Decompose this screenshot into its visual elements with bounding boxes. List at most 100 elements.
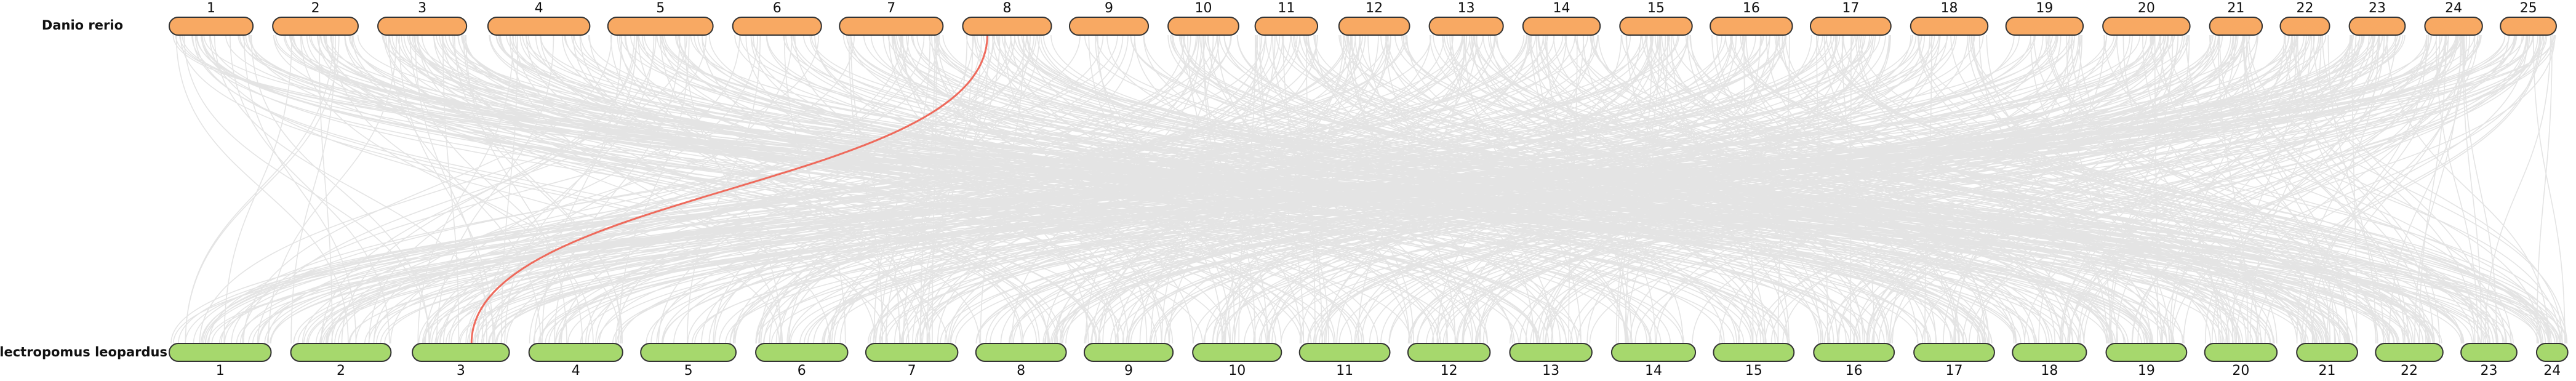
chromosome-label: 13 (1542, 363, 1559, 379)
chromosome (168, 343, 272, 362)
chromosome-label: 16 (1846, 363, 1863, 379)
chromosome (1522, 17, 1601, 36)
chromosome-label: 14 (1645, 363, 1662, 379)
links-layer (170, 34, 2568, 344)
chromosome (377, 17, 468, 36)
chromosome-label: 3 (418, 1, 426, 16)
chromosome-layer: 1 2 3 4 5 6 7 8 9 10 11 12 13 14 15 16 17 18 19 20 21 22 23 24 2… (168, 1, 2569, 379)
chromosome (487, 17, 591, 36)
chromosome-label: 24 (2543, 363, 2561, 379)
chromosome-label: 22 (2401, 363, 2418, 379)
chromosome (2105, 343, 2188, 362)
chromosome-label: 4 (535, 1, 543, 16)
highlighted-link (470, 34, 988, 344)
chromosome-label: 10 (1195, 1, 1212, 16)
chromosome (528, 343, 623, 362)
chromosome (1619, 17, 1693, 36)
chromosome (865, 343, 959, 362)
chromosome (1813, 343, 1895, 362)
chromosome (1407, 343, 1491, 362)
chromosome-label: 8 (1002, 1, 1011, 16)
chromosome (2012, 343, 2087, 362)
chromosome (640, 343, 737, 362)
chromosome-label: 21 (2227, 1, 2244, 16)
chromosome-label: 8 (1017, 363, 1025, 379)
chromosome-label: 18 (1941, 1, 1958, 16)
chromosome-label: 14 (1553, 1, 1570, 16)
chromosome-label: 15 (1647, 1, 1665, 16)
chromosome (962, 17, 1052, 36)
chromosome (732, 17, 822, 36)
chromosome-label: 3 (457, 363, 465, 379)
chromosome-label: 9 (1124, 363, 1133, 379)
chromosome-label: 12 (1366, 1, 1383, 16)
chromosome (1083, 343, 1174, 362)
chromosome-label: 12 (1441, 363, 1458, 379)
chromosome (1254, 17, 1319, 36)
chromosome-label: 23 (2481, 363, 2498, 379)
chromosome-label: 16 (1743, 1, 1760, 16)
chromosome (2209, 17, 2263, 36)
chromosome-label: 6 (798, 363, 806, 379)
chromosome (1428, 17, 1504, 36)
chromosome (2424, 17, 2483, 36)
chromosome-label: 21 (2319, 363, 2336, 379)
chromosome-label: 4 (572, 363, 580, 379)
chromosome (1068, 17, 1150, 36)
chromosome-label: 5 (656, 1, 665, 16)
top-species-label: Danio rerio (42, 18, 123, 33)
chromosome (168, 17, 254, 36)
chromosome-label: 20 (2232, 363, 2249, 379)
chromosome-label: 2 (337, 363, 345, 379)
chromosome (2204, 343, 2278, 362)
chromosome-label: 15 (1745, 363, 1762, 379)
chromosome (412, 343, 510, 362)
chromosome-label: 22 (2297, 1, 2314, 16)
chromosome-label: 5 (684, 363, 693, 379)
chromosome-label: 1 (207, 1, 215, 16)
chromosome-label: 7 (887, 1, 895, 16)
bottom-species-label: Plectropomus leopardus (0, 345, 167, 359)
chromosome-label: 17 (1842, 1, 1859, 16)
chromosome-label: 6 (773, 1, 782, 16)
chromosome-label: 13 (1458, 1, 1475, 16)
chromosome (2348, 17, 2406, 36)
chromosome (2279, 17, 2330, 36)
chromosome (2102, 17, 2191, 36)
chromosome (975, 343, 1067, 362)
chromosome (1910, 17, 1989, 36)
chromosome (1713, 343, 1795, 362)
chromosome (290, 343, 392, 362)
chromosome-label: 23 (2369, 1, 2386, 16)
chromosome (272, 17, 359, 36)
chromosome-label: 11 (1278, 1, 1295, 16)
chromosome-label: 18 (2041, 363, 2058, 379)
chromosome (1809, 17, 1892, 36)
chromosome (1298, 343, 1391, 362)
chromosome-label: 19 (2138, 363, 2155, 379)
chromosome-label: 1 (216, 363, 225, 379)
synteny-links (170, 34, 2568, 344)
chromosome (607, 17, 714, 36)
chromosome (2005, 17, 2084, 36)
chromosome (2460, 343, 2518, 362)
chromosome (2375, 343, 2444, 362)
chromosome-label: 19 (2036, 1, 2053, 16)
chromosome (755, 343, 849, 362)
chromosome-label: 11 (1336, 363, 1353, 379)
chromosome (1192, 343, 1282, 362)
chromosome-label: 20 (2138, 1, 2155, 16)
chromosome (1710, 17, 1793, 36)
chromosome-label: 24 (2445, 1, 2462, 16)
chromosome (2500, 17, 2557, 36)
chromosome (1338, 17, 1410, 36)
chromosome (2296, 343, 2358, 362)
chromosome-label: 25 (2520, 1, 2537, 16)
chromosome (1509, 343, 1593, 362)
chromosome (839, 17, 944, 36)
chromosome-label: 7 (908, 363, 916, 379)
chromosome-label: 17 (1946, 363, 1963, 379)
chromosome (1167, 17, 1239, 36)
chromosome (1610, 343, 1697, 362)
